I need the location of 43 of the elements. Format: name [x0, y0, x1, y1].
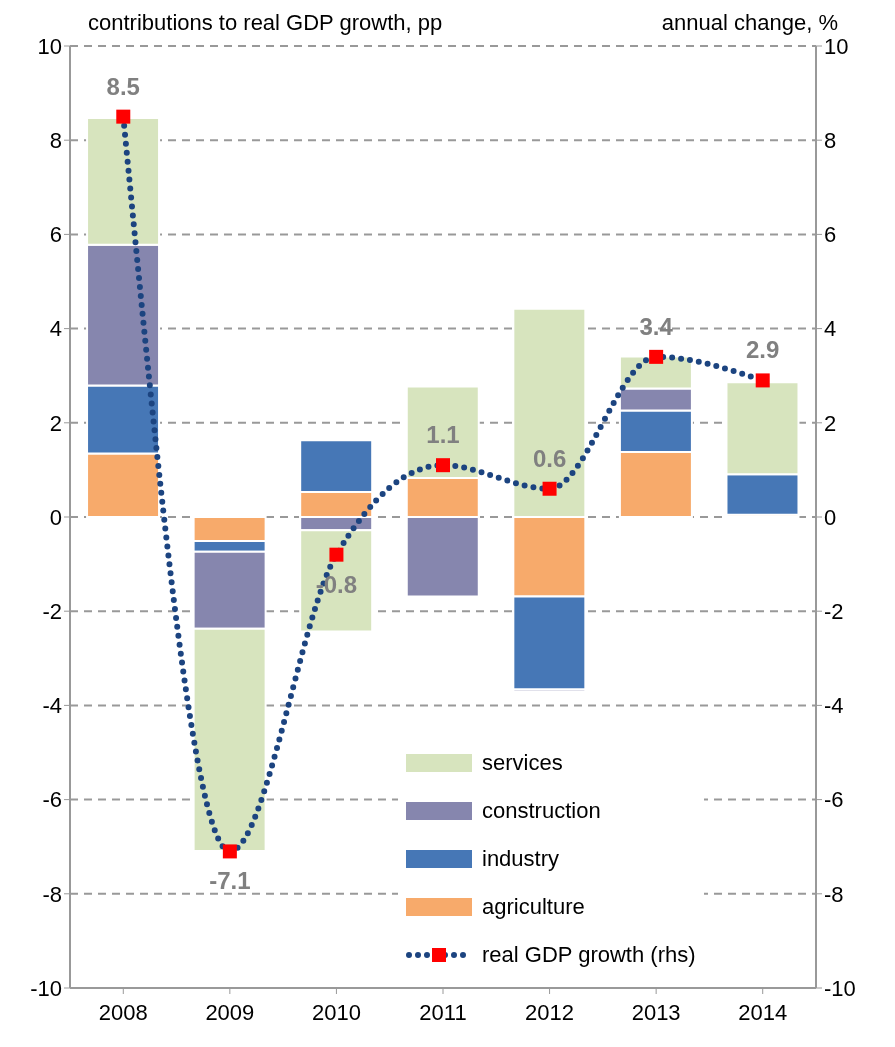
y2-axis-title: annual change, % [661, 10, 838, 36]
y2-tick-label: -6 [824, 787, 844, 813]
data-label: -0.8 [315, 570, 358, 598]
y-tick-label: 6 [49, 222, 62, 248]
x-tick-label: 2012 [525, 999, 575, 1025]
y-tick-label: 10 [37, 33, 62, 59]
y-tick-label: -2 [42, 599, 62, 625]
y-tick-label: -4 [42, 693, 62, 719]
data-label: -7.1 [209, 867, 251, 895]
y-tick-label: -8 [42, 881, 62, 907]
y-tick-label: 0 [49, 504, 62, 530]
data-label: 2.9 [746, 336, 780, 364]
y2-tick-label: -4 [824, 693, 844, 719]
y2-tick-label: -10 [824, 975, 856, 1001]
y-tick-label: 8 [49, 128, 62, 154]
legend-label: agriculture [482, 894, 585, 920]
y2-tick-label: 0 [824, 504, 837, 530]
legend-label: industry [482, 846, 560, 872]
x-tick-label: 2014 [738, 999, 788, 1025]
data-label: 1.1 [426, 421, 460, 449]
y-tick-label: -6 [42, 787, 62, 813]
x-tick-label: 2009 [205, 999, 255, 1025]
y2-tick-label: -2 [824, 599, 844, 625]
y2-tick-label: 4 [824, 316, 837, 342]
data-label: 3.4 [639, 312, 674, 340]
x-tick-label: 2013 [631, 999, 681, 1025]
data-label: 8.5 [106, 72, 140, 100]
data-label: 0.6 [532, 444, 567, 472]
y2-tick-label: 8 [824, 128, 837, 154]
y-axis-title: contributions to real GDP growth, pp [88, 10, 443, 36]
y-tick-label: -10 [30, 975, 62, 1001]
y2-tick-label: 6 [824, 222, 837, 248]
x-tick-label: 2011 [419, 999, 467, 1025]
legend-label: construction [482, 798, 601, 824]
y-tick-label: 2 [49, 410, 62, 436]
y2-tick-label: 10 [824, 33, 849, 59]
legend-label: real GDP growth (rhs) [482, 942, 696, 968]
y-tick-label: 4 [49, 316, 62, 342]
y2-tick-label: 2 [824, 410, 837, 436]
y2-tick-label: -8 [824, 881, 844, 907]
x-tick-label: 2010 [311, 999, 361, 1025]
x-tick-label: 2008 [98, 999, 148, 1025]
legend-label: services [482, 750, 563, 776]
